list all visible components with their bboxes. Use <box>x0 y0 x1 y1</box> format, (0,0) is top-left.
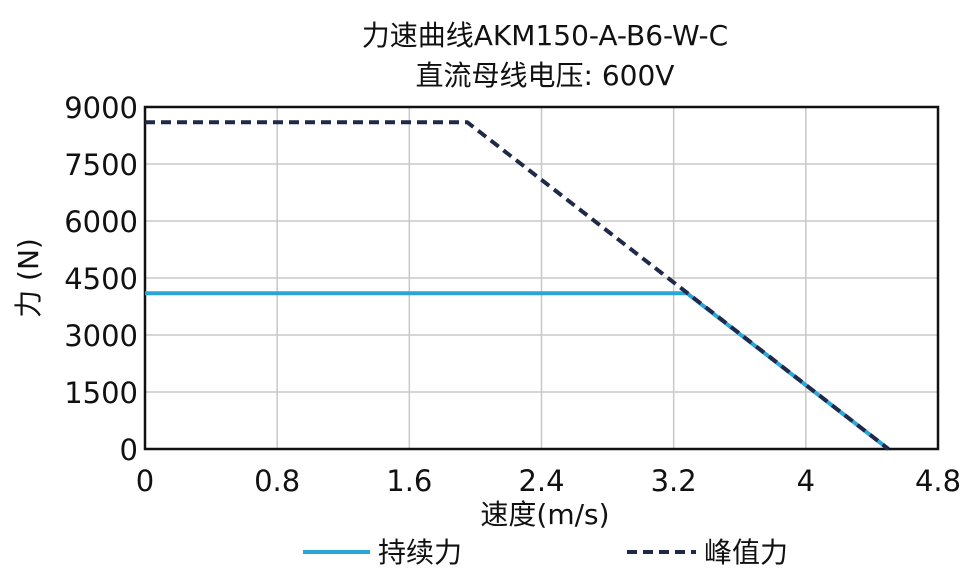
series-continuous-force-line <box>145 291 890 451</box>
y-axis-label: 力 (N) <box>12 238 45 318</box>
x-tick-label: 0 <box>136 464 154 498</box>
series-peak-force-line <box>145 120 890 451</box>
y-tick-label: 7500 <box>64 148 138 182</box>
legend: 持续力 峰值力 <box>303 536 788 569</box>
y-tick-label: 4500 <box>64 262 138 296</box>
x-tick-label: 4.8 <box>915 464 961 498</box>
chart-title: 力速曲线AKM150-A-B6-W-C <box>362 19 728 52</box>
series-layer <box>145 120 890 451</box>
y-tick-label: 9000 <box>64 91 138 125</box>
x-tick-label: 4 <box>797 464 815 498</box>
x-tick-label: 1.6 <box>386 464 432 498</box>
y-tick-label: 0 <box>120 433 138 467</box>
x-tick-label: 0.8 <box>254 464 300 498</box>
plot-frame <box>143 105 940 451</box>
y-tick-label: 3000 <box>64 319 138 353</box>
y-tick-label: 1500 <box>64 376 138 410</box>
x-tick-label: 2.4 <box>518 464 564 498</box>
x-tick-labels: 0 0.8 1.6 2.4 3.2 4 4.8 <box>136 464 961 498</box>
x-axis-label: 速度(m/s) <box>480 498 609 531</box>
x-tick-label: 3.2 <box>651 464 697 498</box>
legend-label-peak-force: 峰值力 <box>704 536 788 569</box>
y-tick-label: 6000 <box>64 205 138 239</box>
legend-label-continuous-force: 持续力 <box>378 536 462 569</box>
y-tick-labels: 0 1500 3000 4500 6000 7500 9000 <box>64 91 138 467</box>
chart-subtitle: 直流母线电压: 600V <box>416 59 675 92</box>
